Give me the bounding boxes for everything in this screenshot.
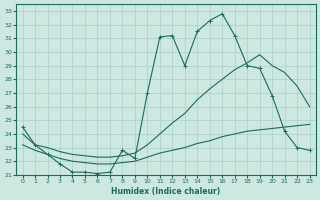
X-axis label: Humidex (Indice chaleur): Humidex (Indice chaleur) xyxy=(111,187,221,196)
